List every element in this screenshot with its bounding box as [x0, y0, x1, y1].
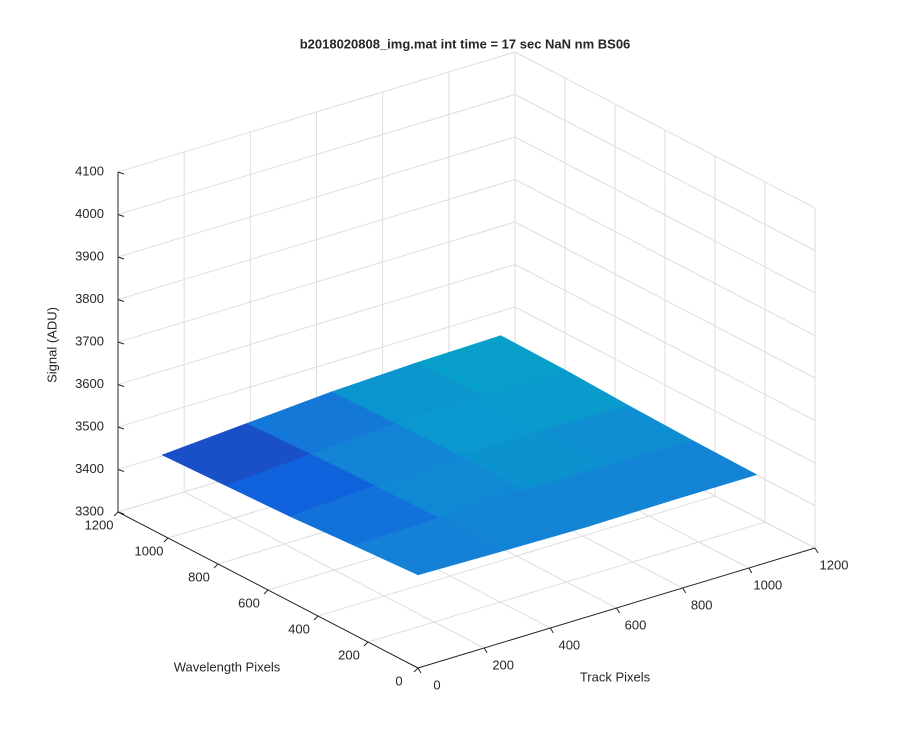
grid-line: [514, 264, 816, 421]
y-tick: [313, 615, 319, 621]
x-tick-label: 1200: [820, 557, 849, 572]
y-tick-label: 0: [395, 673, 402, 688]
z-tick-label: 3700: [75, 333, 104, 348]
grid-line: [117, 221, 516, 343]
y-tick: [413, 667, 419, 673]
x-tick: [748, 567, 753, 574]
z-tick: [117, 511, 125, 515]
y-tick-label: 400: [288, 621, 310, 636]
z-tick: [117, 214, 125, 217]
grid-line: [117, 264, 516, 385]
x-tick: [682, 587, 687, 594]
z-tick-label: 3500: [75, 418, 104, 433]
grid-line: [317, 495, 716, 617]
chart-title: b2018020808_img.mat int time = 17 sec Na…: [300, 36, 631, 51]
x-tick-label: 400: [558, 637, 580, 652]
z-tick: [117, 171, 125, 175]
y-tick: [113, 511, 119, 517]
x-tick: [616, 607, 620, 614]
z-tick: [117, 256, 125, 260]
x-tick-label: 0: [433, 677, 440, 692]
z-tick-label: 3300: [75, 503, 104, 518]
z-tick: [117, 299, 125, 302]
grid-line: [117, 136, 516, 258]
z-tick-label: 3800: [75, 291, 104, 306]
y-tick-label: 200: [338, 647, 360, 662]
z-tick-label: 3900: [75, 248, 104, 263]
grid-line: [367, 521, 766, 643]
grid-line: [117, 94, 516, 215]
y-tick-label: 1000: [135, 543, 164, 558]
x-tick-label: 600: [625, 617, 647, 632]
z-tick-label: 4100: [75, 163, 104, 178]
grid-line: [514, 179, 816, 336]
x-tick: [549, 627, 554, 634]
x-tick: [417, 667, 422, 674]
z-axis-label: Signal (ADU): [44, 307, 59, 383]
z-tick: [117, 426, 125, 430]
y-tick: [213, 563, 219, 569]
x-tick-label: 200: [492, 657, 514, 672]
y-tick: [263, 589, 269, 595]
z-tick-label: 3600: [75, 376, 104, 391]
y-tick-label: 1200: [85, 517, 114, 532]
y-tick: [363, 641, 369, 647]
x-tick-label: 1000: [753, 577, 782, 592]
grid-line: [514, 306, 816, 464]
grid-line: [117, 51, 516, 173]
grid-line: [514, 221, 816, 379]
x-tick: [483, 647, 488, 654]
surface-patch: [353, 517, 504, 576]
z-tick: [117, 469, 125, 472]
y-tick-label: 600: [238, 595, 260, 610]
grid-line: [514, 94, 816, 251]
grid-line: [117, 179, 516, 300]
z-tick-label: 3400: [75, 461, 104, 476]
y-tick: [163, 537, 169, 543]
z-tick-label: 4000: [75, 206, 104, 221]
x-axis-label: Track Pixels: [580, 669, 651, 684]
z-tick: [117, 341, 125, 345]
y-axis-label: Wavelength Pixels: [174, 659, 281, 674]
grid-line: [117, 306, 516, 428]
grid-line: [514, 51, 816, 209]
grid-line: [514, 136, 816, 294]
x-tick: [814, 547, 819, 554]
x-tick-label: 800: [691, 597, 713, 612]
z-tick: [117, 384, 125, 387]
y-tick-label: 800: [188, 569, 210, 584]
